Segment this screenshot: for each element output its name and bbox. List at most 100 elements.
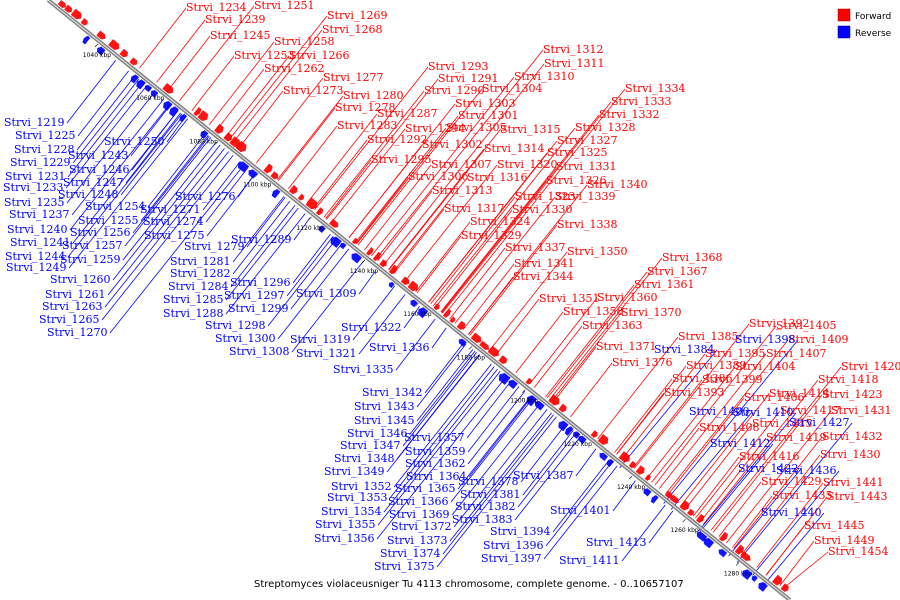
forward-gene-feature[interactable] bbox=[449, 316, 456, 323]
forward-gene-feature[interactable] bbox=[288, 185, 298, 195]
reverse-gene-label[interactable]: Strvi_1356 bbox=[314, 532, 374, 545]
reverse-gene-feature[interactable] bbox=[339, 242, 347, 250]
reverse-gene-label[interactable]: Strvi_1228 bbox=[14, 143, 74, 156]
forward-gene-feature[interactable] bbox=[214, 123, 224, 134]
forward-gene-feature[interactable] bbox=[400, 276, 410, 286]
reverse-gene-label[interactable]: Strvi_1246 bbox=[69, 163, 129, 176]
forward-gene-label[interactable]: Strvi_1351 bbox=[539, 292, 599, 305]
reverse-gene-feature[interactable] bbox=[162, 100, 173, 111]
forward-gene-label[interactable]: Strvi_1283 bbox=[337, 119, 397, 132]
reverse-gene-label[interactable]: Strvi_1322 bbox=[341, 321, 401, 334]
reverse-gene-label[interactable]: Strvi_1270 bbox=[47, 326, 107, 339]
reverse-gene-label[interactable]: Strvi_1375 bbox=[374, 560, 434, 573]
forward-gene-label[interactable]: Strvi_1337 bbox=[505, 241, 565, 254]
forward-gene-label[interactable]: Strvi_1301 bbox=[458, 109, 518, 122]
reverse-gene-feature[interactable] bbox=[498, 372, 511, 385]
reverse-gene-label[interactable]: Strvi_1275 bbox=[144, 229, 204, 242]
reverse-gene-label[interactable]: Strvi_1319 bbox=[290, 333, 350, 346]
forward-gene-label[interactable]: Strvi_1317 bbox=[444, 202, 504, 215]
reverse-gene-label[interactable]: Strvi_1343 bbox=[354, 400, 414, 413]
reverse-gene-label[interactable]: Strvi_1247 bbox=[63, 176, 123, 189]
reverse-gene-label[interactable]: Strvi_1396 bbox=[483, 539, 543, 552]
forward-gene-feature[interactable] bbox=[687, 508, 695, 516]
forward-gene-feature[interactable] bbox=[479, 340, 490, 350]
forward-gene-feature[interactable] bbox=[548, 394, 560, 406]
forward-gene-feature[interactable] bbox=[365, 247, 374, 256]
forward-gene-label[interactable]: Strvi_1273 bbox=[283, 84, 343, 97]
forward-gene-label[interactable]: Strvi_1314 bbox=[484, 142, 544, 155]
forward-gene-label[interactable]: Strvi_1399 bbox=[702, 373, 762, 386]
forward-gene-label[interactable]: Strvi_1331 bbox=[556, 160, 616, 173]
reverse-gene-feature[interactable] bbox=[96, 46, 106, 56]
forward-gene-label[interactable]: Strvi_1371 bbox=[596, 340, 656, 353]
forward-gene-feature[interactable] bbox=[618, 451, 630, 463]
forward-gene-label[interactable]: Strvi_1361 bbox=[634, 278, 694, 291]
forward-gene-label[interactable]: Strvi_1324 bbox=[470, 215, 530, 228]
reverse-gene-label[interactable]: Strvi_1397 bbox=[481, 552, 541, 565]
forward-gene-feature[interactable] bbox=[525, 377, 532, 385]
forward-gene-label[interactable]: Strvi_1280 bbox=[343, 89, 403, 102]
forward-gene-feature[interactable] bbox=[235, 140, 247, 153]
reverse-gene-label[interactable]: Strvi_1347 bbox=[340, 439, 400, 452]
forward-gene-label[interactable]: Strvi_1334 bbox=[625, 82, 685, 95]
forward-gene-label[interactable]: Strvi_1253 bbox=[234, 49, 294, 62]
reverse-gene-feature[interactable] bbox=[718, 549, 728, 558]
reverse-gene-feature[interactable] bbox=[564, 426, 574, 436]
reverse-gene-label[interactable]: Strvi_1381 bbox=[460, 488, 520, 501]
reverse-gene-label[interactable]: Strvi_1336 bbox=[369, 341, 429, 354]
reverse-gene-label[interactable]: Strvi_1309 bbox=[296, 287, 356, 300]
forward-gene-label[interactable]: Strvi_1292 bbox=[367, 133, 427, 146]
reverse-gene-label[interactable]: Strvi_1387 bbox=[513, 469, 573, 482]
reverse-gene-label[interactable]: Strvi_1335 bbox=[333, 363, 393, 376]
forward-gene-label[interactable]: Strvi_1418 bbox=[818, 373, 878, 386]
forward-gene-label[interactable]: Strvi_1330 bbox=[512, 203, 572, 216]
forward-gene-feature[interactable] bbox=[329, 218, 339, 228]
forward-gene-label[interactable]: Strvi_1454 bbox=[828, 545, 888, 558]
reverse-gene-label[interactable]: Strvi_1231 bbox=[5, 170, 65, 183]
reverse-gene-feature[interactable] bbox=[150, 89, 159, 98]
reverse-gene-label[interactable]: Strvi_1382 bbox=[455, 500, 515, 513]
reverse-gene-feature[interactable] bbox=[136, 79, 146, 90]
reverse-gene-label[interactable]: Strvi_1279 bbox=[184, 240, 244, 253]
forward-gene-label[interactable]: Strvi_1323 bbox=[515, 190, 575, 203]
forward-gene-feature[interactable] bbox=[351, 237, 359, 245]
reverse-gene-label[interactable]: Strvi_1378 bbox=[458, 475, 518, 488]
reverse-gene-feature[interactable] bbox=[703, 537, 715, 549]
forward-gene-feature[interactable] bbox=[315, 207, 324, 216]
reverse-gene-label[interactable]: Strvi_1342 bbox=[362, 386, 422, 399]
forward-gene-label[interactable]: Strvi_1340 bbox=[587, 178, 647, 191]
forward-gene-label[interactable]: Strvi_1350 bbox=[567, 245, 627, 258]
forward-gene-feature[interactable] bbox=[597, 434, 609, 446]
reverse-gene-feature[interactable] bbox=[526, 395, 538, 407]
forward-gene-label[interactable]: Strvi_1333 bbox=[611, 95, 671, 108]
reverse-gene-label[interactable]: Strvi_1412 bbox=[710, 437, 770, 450]
forward-gene-label[interactable]: Strvi_1328 bbox=[575, 121, 635, 134]
forward-gene-label[interactable]: Strvi_1367 bbox=[647, 265, 707, 278]
forward-gene-feature[interactable] bbox=[734, 544, 745, 555]
forward-gene-label[interactable]: Strvi_1370 bbox=[621, 306, 681, 319]
reverse-gene-label[interactable]: Strvi_1237 bbox=[9, 208, 69, 221]
forward-gene-label[interactable]: Strvi_1287 bbox=[377, 107, 437, 120]
reverse-gene-label[interactable]: Strvi_1260 bbox=[50, 273, 110, 286]
forward-gene-feature[interactable] bbox=[372, 251, 382, 262]
forward-gene-label[interactable]: Strvi_1385 bbox=[678, 330, 738, 343]
reverse-gene-label[interactable]: Strvi_1348 bbox=[334, 452, 394, 465]
forward-gene-label[interactable]: Strvi_1262 bbox=[264, 62, 324, 75]
forward-gene-label[interactable]: Strvi_1268 bbox=[322, 23, 382, 36]
reverse-gene-label[interactable]: Strvi_1365 bbox=[395, 482, 455, 495]
forward-gene-label[interactable]: Strvi_1320 bbox=[497, 158, 557, 171]
forward-gene-feature[interactable] bbox=[590, 430, 598, 438]
forward-gene-feature[interactable] bbox=[664, 490, 673, 499]
reverse-gene-feature[interactable] bbox=[758, 581, 768, 592]
reverse-gene-feature[interactable] bbox=[271, 188, 281, 199]
reverse-gene-label[interactable]: Strvi_1362 bbox=[405, 457, 465, 470]
reverse-gene-feature[interactable] bbox=[751, 575, 758, 582]
reverse-gene-feature[interactable] bbox=[330, 236, 342, 248]
reverse-gene-label[interactable]: Strvi_1240 bbox=[7, 223, 67, 236]
reverse-gene-label[interactable]: Strvi_1440 bbox=[761, 506, 821, 519]
reverse-gene-label[interactable]: Strvi_1255 bbox=[78, 214, 138, 227]
forward-gene-label[interactable]: Strvi_1368 bbox=[662, 251, 722, 264]
forward-gene-label[interactable]: Strvi_1305 bbox=[446, 121, 506, 134]
reverse-gene-label[interactable]: Strvi_1353 bbox=[327, 491, 387, 504]
reverse-gene-label[interactable]: Strvi_1345 bbox=[354, 414, 414, 427]
